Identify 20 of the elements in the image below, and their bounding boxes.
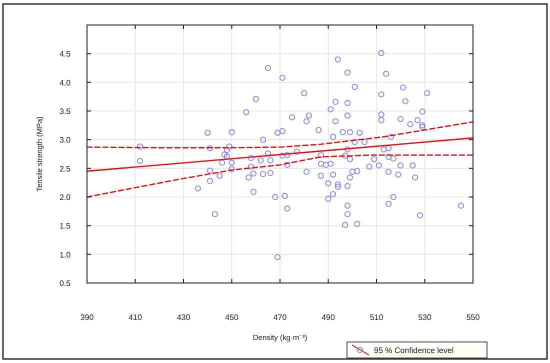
y-tick-label: 4.0 <box>59 78 72 88</box>
x-tick-label: 490 <box>322 313 336 322</box>
y-tick-label: 4.5 <box>59 50 72 59</box>
line-series <box>86 121 474 148</box>
y-tick-label: 2.0 <box>59 193 72 202</box>
x-tick-label: 550 <box>466 313 480 322</box>
y-tick-label: 0.5 <box>59 279 72 288</box>
y-tick-label: 1.0 <box>59 250 72 260</box>
x-tick-label: 470 <box>273 313 288 322</box>
y-tick-label: 3.0 <box>59 136 72 145</box>
x-tick-label: 410 <box>128 313 142 322</box>
x-tick-label: 390 <box>80 313 94 322</box>
legend-label: 95 % Confidence level <box>374 346 454 355</box>
x-tick-label: 530 <box>418 313 432 322</box>
y-tick-label: 2.5 <box>59 164 72 174</box>
y-tick-label: 3.5 <box>59 107 72 116</box>
x-tick-label: 430 <box>176 313 191 322</box>
y-tick-label: 1.5 <box>59 222 72 231</box>
x-tick-label: 450 <box>225 313 239 322</box>
x-tick-label: 510 <box>370 313 384 322</box>
